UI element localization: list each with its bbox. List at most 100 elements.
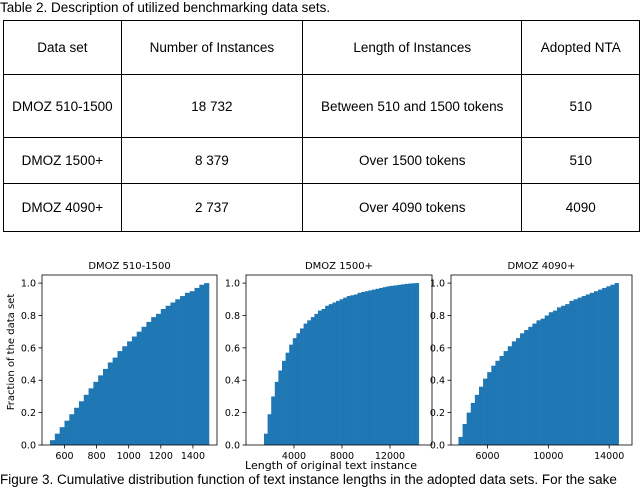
table-cell: 8 379 [120,137,303,184]
histogram-bar [131,336,138,445]
histogram-bar [296,333,301,445]
histogram-bar [103,368,109,445]
histogram-bar [264,433,268,445]
histogram-bar [170,302,176,445]
y-tick-label: 1.0 [225,279,240,290]
histogram-bar [267,414,272,445]
header-number-of-instances: Number of Instances [120,20,303,75]
histogram-bar [458,436,463,445]
histogram-bar [415,283,420,445]
histogram-bar [278,370,283,445]
histogram-bar [487,372,492,445]
histogram-bar [462,423,467,445]
histogram-bar [397,284,402,445]
histogram-bar [74,407,80,445]
histogram-bar [310,317,315,445]
histogram-bar [585,294,591,445]
table-row: DMOZ 4090+ 2 737 Over 4090 tokens 4090 [3,183,640,232]
y-tick-label: 0.4 [225,376,240,387]
x-tick-label: 4000 [282,451,306,462]
chart-panel: DMOZ 4090+ 6000 10000 14000 0.0 0.2 0.4 0.6 0.8 1… [430,261,633,462]
histogram-bar [593,291,599,445]
x-tick-label: 12000 [375,451,405,462]
axes-frame [245,274,433,446]
histogram-bar [127,341,133,445]
x-tick-label: 800 [88,451,106,462]
figure-ylabel: Fraction of the data set [6,294,17,411]
histogram-bar [357,292,362,445]
x-tick-label: 1200 [149,451,173,462]
histogram-bar [499,355,504,445]
y-tick-label: 0.8 [21,311,36,322]
table-caption: Table 2. Description of utilized benchma… [0,0,331,15]
chart-panel: DMOZ 510-1500 600 800 1000 1200 1400 0.0 0.2 0.4… [21,261,218,462]
y-tick-label: 0.2 [21,408,36,419]
histogram-bar [146,321,152,445]
histogram-bar [466,412,472,445]
figure-xlabel: Length of original text instance [245,459,417,472]
y-tick-label: 0.6 [225,343,240,354]
histogram-bar [78,401,85,445]
histogram-bar [184,292,191,445]
histogram-bar [404,283,409,445]
histogram-bar [336,300,340,445]
histogram-bar [382,287,387,445]
histogram-bar [565,304,570,445]
histogram-bar [478,386,484,445]
table-cell: Over 4090 tokens [301,183,523,232]
histogram-bar [194,287,200,445]
histogram-bar [598,289,603,445]
histogram-bar [274,381,279,445]
histogram-bar [552,310,558,445]
histogram-bar [368,290,373,445]
chart-title: DMOZ 1500+ [305,261,373,272]
histogram-bar [136,331,142,445]
histogram-bar [408,283,412,445]
histogram-bar [180,296,186,445]
histogram-bar [524,330,529,445]
histogram-bar [544,315,550,445]
histogram-bar [390,285,394,445]
y-tick-label: 0.6 [430,343,445,354]
x-tick-label: 1400 [181,451,205,462]
histogram-bar [372,289,376,445]
histogram-bar [303,323,308,445]
histogram-bar [606,286,611,445]
figure-caption: Figure 3. Cumulative distribution functi… [0,472,617,487]
y-tick-label: 1.0 [430,279,445,290]
histogram-bar [515,338,521,445]
histogram-bar [325,305,330,445]
header-length-of-instances: Length of Instances [301,20,523,75]
x-tick-label: 14000 [594,451,624,462]
histogram-bar [491,365,496,445]
histogram-bar [400,284,405,445]
histogram-bar [328,304,333,445]
histogram-bar [540,318,545,445]
histogram-bar [64,420,70,445]
histogram-bar [271,396,276,445]
histogram-bar [289,344,294,445]
histogram-bar [361,292,366,445]
x-tick-label: 10000 [533,451,563,462]
histogram-bar [122,346,128,445]
histogram-bar [307,320,312,445]
histogram-bar [581,296,587,445]
histogram-bar [204,283,210,445]
table-cell: Between 510 and 1500 tokens [301,74,523,138]
y-tick-label: 0.2 [430,408,445,419]
histogram-bar [98,375,104,445]
histogram-bar [577,297,582,445]
histogram-bar [411,283,416,445]
histogram-bar [532,323,537,445]
histogram-bar [107,362,113,445]
x-tick-label: 1000 [117,451,141,462]
histogram-bar [117,351,123,445]
axes-frame [450,274,633,446]
histogram-bar [314,313,319,445]
histogram-bar [59,427,65,445]
table-cell: 2 737 [120,183,303,232]
y-tick-label: 0.8 [430,311,445,322]
histogram-bar [285,352,290,445]
histogram-bar [155,313,162,445]
histogram-bar [350,295,355,445]
